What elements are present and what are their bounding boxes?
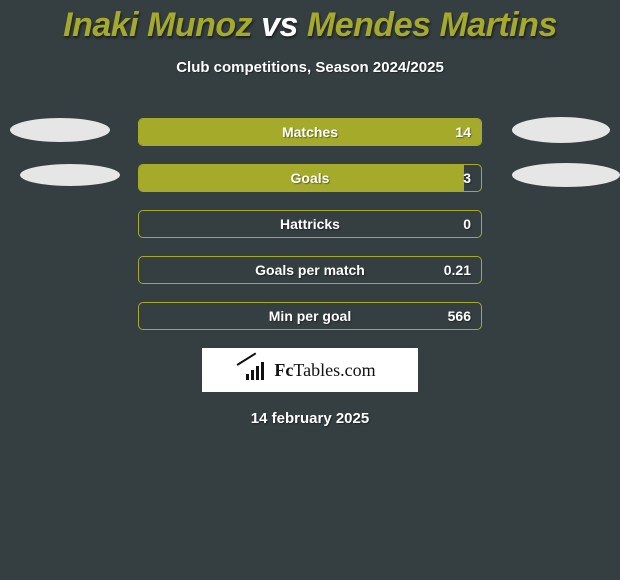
- stats-section: Matches14 Goals3 Hattricks0 Goals per match…: [0, 118, 620, 330]
- chart-icon: [244, 360, 270, 380]
- stat-label: Goals per match: [139, 257, 481, 283]
- stat-value: 0.21: [444, 257, 471, 283]
- stat-bars: Matches14 Goals3 Hattricks0 Goals per match…: [138, 118, 482, 330]
- stat-label: Min per goal: [139, 303, 481, 329]
- player2-name: Mendes Martins: [307, 6, 557, 44]
- stat-value: 14: [455, 119, 471, 145]
- stat-value: 3: [463, 165, 471, 191]
- stat-label: Matches: [139, 119, 481, 145]
- brand-logo: FcTables.com: [244, 360, 375, 381]
- stat-bar: Min per goal566: [138, 302, 482, 330]
- stat-value: 0: [463, 211, 471, 237]
- subtitle: Club competitions, Season 2024/2025: [0, 59, 620, 76]
- comparison-date: 14 february 2025: [0, 410, 620, 427]
- vs-text: vs: [261, 6, 298, 44]
- brand-rest: Tables.com: [293, 360, 375, 380]
- brand-box[interactable]: FcTables.com: [202, 348, 418, 392]
- brand-text: FcTables.com: [274, 360, 375, 381]
- decor-ellipse: [512, 117, 610, 143]
- page-title: Inaki Munoz vs Mendes Martins: [0, 0, 620, 45]
- stat-label: Goals: [139, 165, 481, 191]
- stat-bar: Goals3: [138, 164, 482, 192]
- decor-ellipse: [10, 118, 110, 142]
- decor-ellipse: [512, 163, 620, 187]
- stat-bar: Hattricks0: [138, 210, 482, 238]
- brand-prefix: Fc: [274, 360, 293, 380]
- player1-name: Inaki Munoz: [63, 6, 252, 44]
- stat-value: 566: [448, 303, 471, 329]
- stat-bar: Goals per match0.21: [138, 256, 482, 284]
- stat-bar: Matches14: [138, 118, 482, 146]
- decor-ellipse: [20, 164, 120, 186]
- stat-label: Hattricks: [139, 211, 481, 237]
